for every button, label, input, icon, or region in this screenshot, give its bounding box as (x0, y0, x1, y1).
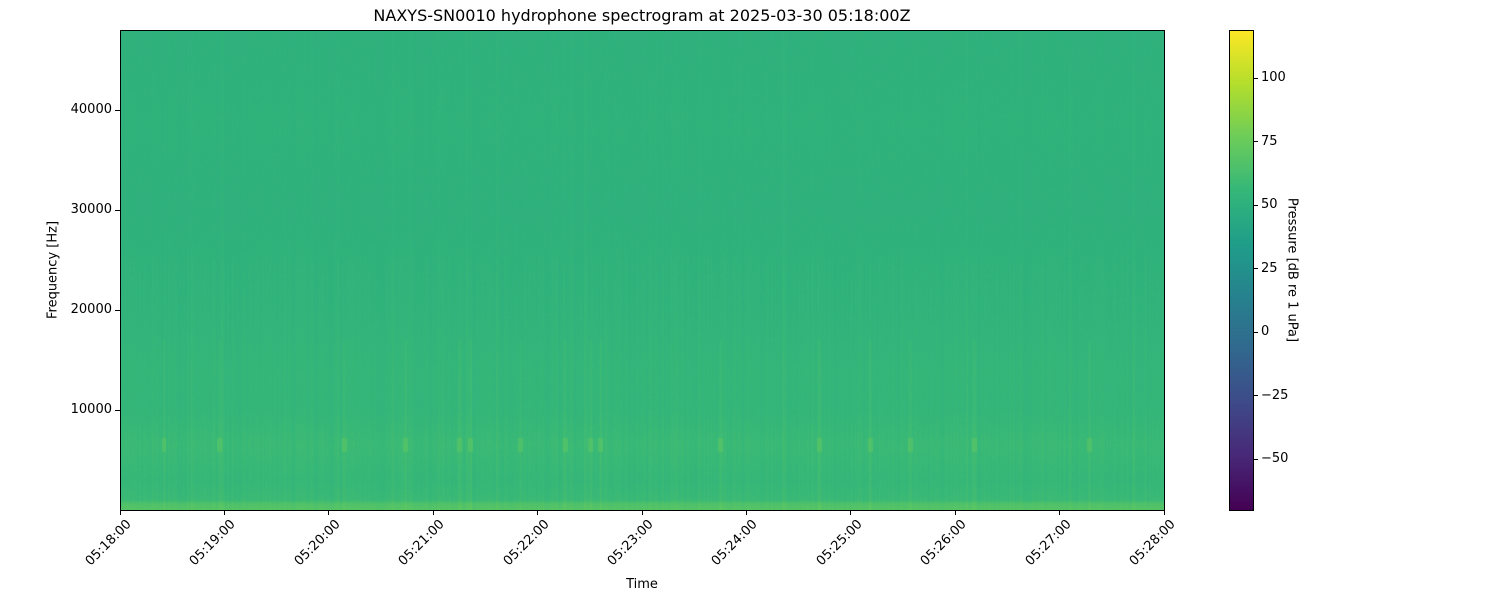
x-tick-label: 05:20:00 (291, 517, 344, 569)
y-tick-label: 40000 (70, 102, 112, 117)
spectrogram-heatmap (120, 30, 1164, 510)
colorbar-tick-label: 50 (1261, 197, 1278, 213)
x-tick-mark (432, 510, 434, 515)
colorbar-tick-label: −25 (1261, 387, 1289, 403)
colorbar-tick-mark (1253, 204, 1258, 206)
colorbar-tick-label: −50 (1261, 451, 1289, 467)
x-axis-label: Time (626, 577, 658, 592)
colorbar-label: Pressure [dB re 1 uPa] (1284, 197, 1300, 343)
colorbar-tick-mark (1253, 141, 1258, 143)
y-tick-mark (115, 209, 120, 211)
colorbar-tick-mark (1253, 458, 1258, 460)
x-tick-label: 05:21:00 (395, 517, 448, 569)
y-tick-label: 30000 (70, 202, 112, 217)
y-tick-mark (115, 109, 120, 111)
x-tick-label: 05:24:00 (709, 517, 761, 569)
x-tick-mark (1059, 510, 1061, 515)
x-tick-mark (850, 510, 852, 515)
x-tick-mark (954, 510, 956, 515)
y-tick-mark (115, 309, 120, 311)
x-tick-mark (223, 510, 225, 515)
x-tick-label: 05:27:00 (1022, 517, 1075, 569)
colorbar-tick-label: 100 (1261, 70, 1286, 86)
colorbar-tick-mark (1253, 77, 1258, 79)
x-tick-mark (745, 510, 747, 515)
x-tick-label: 05:28:00 (1126, 517, 1179, 569)
y-tick-label: 10000 (70, 402, 112, 417)
x-tick-mark (328, 510, 330, 515)
colorbar-tick-mark (1253, 395, 1258, 397)
x-tick-mark (119, 510, 121, 515)
colorbar-tick-mark (1253, 331, 1258, 333)
x-tick-mark (641, 510, 643, 515)
colorbar-tick-label: 75 (1261, 133, 1278, 149)
x-tick-label: 05:23:00 (604, 517, 657, 569)
chart-title: NAXYS-SN0010 hydrophone spectrogram at 2… (373, 6, 911, 25)
colorbar-tick-mark (1253, 268, 1258, 270)
colorbar-tick-label: 25 (1261, 260, 1278, 276)
y-axis-label: Frequency [Hz] (45, 220, 61, 320)
colorbar (1229, 30, 1253, 510)
colorbar-tick-label: 0 (1261, 324, 1270, 340)
x-tick-mark (537, 510, 539, 515)
y-tick-mark (115, 409, 120, 411)
x-tick-label: 05:19:00 (187, 517, 239, 569)
y-tick-label: 20000 (70, 302, 112, 317)
x-tick-label: 05:26:00 (917, 517, 970, 569)
x-tick-label: 05:22:00 (500, 517, 553, 569)
x-tick-mark (1163, 510, 1165, 515)
x-tick-label: 05:18:00 (82, 517, 135, 569)
x-tick-label: 05:25:00 (813, 517, 866, 569)
